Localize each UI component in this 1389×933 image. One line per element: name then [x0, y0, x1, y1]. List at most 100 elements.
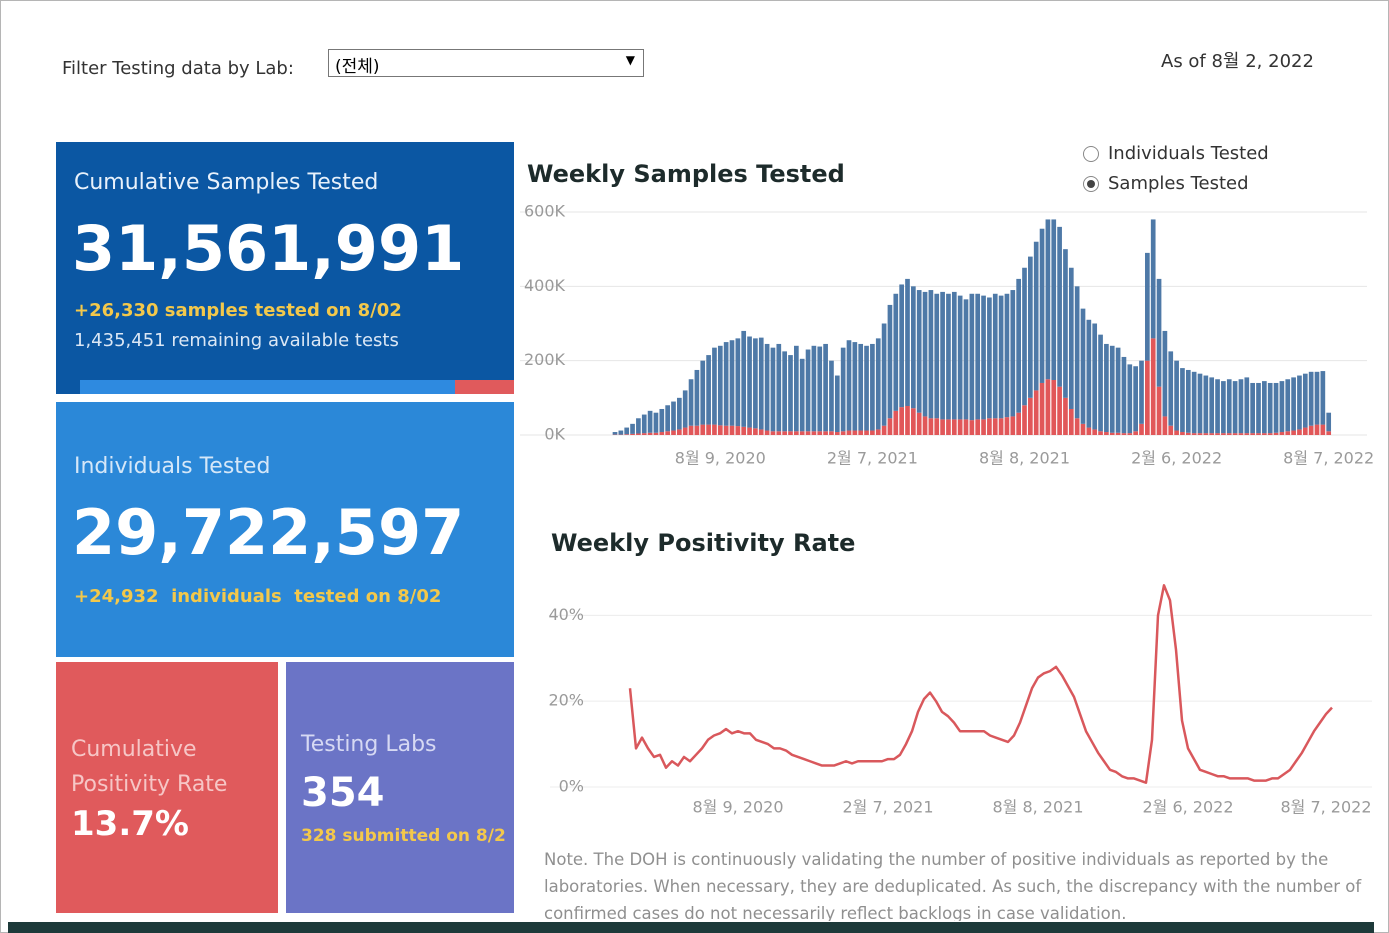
bar-segment	[1226, 379, 1232, 434]
bar-segment	[741, 330, 747, 427]
labs-tile: Testing Labs 354 328 submitted on 8/2	[286, 662, 514, 913]
radio-button[interactable]	[1083, 176, 1099, 192]
positivity-tile: Cumulative Positivity Rate 13.7%	[56, 662, 278, 913]
bar-segment	[636, 433, 641, 435]
tile-note: 1,435,451 remaining available tests	[74, 330, 399, 351]
bar-segment	[1244, 377, 1250, 434]
bar-segment	[1232, 433, 1238, 435]
bar-segment	[1033, 390, 1039, 435]
bar-segment	[951, 291, 957, 420]
bar-segment	[1109, 432, 1115, 435]
bar-segment	[1174, 360, 1179, 431]
bar-segment	[1115, 432, 1121, 435]
bar-segment	[893, 410, 899, 435]
bar-segment	[992, 293, 998, 419]
bar-segment	[770, 347, 776, 432]
bar-segment	[1033, 241, 1039, 391]
chart-title: Weekly Samples Tested	[527, 160, 845, 188]
bar-segment	[1326, 431, 1332, 435]
bar-segment	[1191, 433, 1197, 435]
x-tick-label: 8월 8, 2021	[979, 449, 1070, 468]
bar-segment	[987, 418, 992, 435]
bar-segment	[1098, 431, 1103, 435]
bar-segment	[887, 418, 893, 435]
bar-segment	[992, 418, 998, 435]
tile-value: 354	[301, 770, 385, 816]
bar-segment	[1197, 373, 1203, 434]
bar-segment	[1039, 382, 1045, 435]
bar-segment	[1174, 430, 1179, 435]
bar-segment	[998, 418, 1004, 435]
bar-segment	[1215, 379, 1220, 434]
bar-segment	[905, 406, 910, 435]
radio-label[interactable]: Individuals Tested	[1108, 143, 1269, 164]
bar-segment	[712, 347, 717, 425]
bar-segment	[1127, 364, 1133, 434]
bottom-bar	[8, 922, 1374, 933]
bar-segment	[636, 418, 641, 434]
bar-segment	[1139, 360, 1144, 424]
bar-segment	[1098, 334, 1103, 432]
bar-segment	[799, 358, 805, 432]
tile-title: Individuals Tested	[74, 454, 271, 479]
bar-segment	[1297, 429, 1302, 435]
bar-segment	[799, 431, 805, 435]
bar-segment	[852, 430, 858, 435]
y-tick-label: 0K	[544, 425, 565, 444]
bar-segment	[1250, 382, 1255, 434]
bar-segment	[1133, 431, 1138, 435]
progress-remaining	[455, 380, 514, 394]
bar-segment	[753, 338, 758, 429]
bar-segment	[981, 419, 986, 435]
bar-segment	[1209, 433, 1215, 435]
bar-segment	[1314, 371, 1320, 425]
lab-dropdown[interactable]: (전체) ▼	[328, 49, 644, 77]
bar-segment	[975, 293, 981, 420]
bar-segment	[805, 431, 811, 435]
radio-label[interactable]: Samples Tested	[1108, 173, 1249, 194]
bar-segment	[1197, 433, 1203, 435]
bar-segment	[899, 407, 904, 435]
bar-segment	[1285, 379, 1291, 432]
bar-segment	[1028, 256, 1033, 398]
y-tick-label: 200K	[524, 350, 566, 369]
radio-button[interactable]	[1083, 146, 1099, 162]
x-tick-label: 2월 6, 2022	[1131, 449, 1222, 468]
bar-segment	[905, 278, 910, 407]
bar-segment	[1086, 427, 1092, 435]
bar-segment	[688, 379, 694, 426]
bar-segment	[1004, 417, 1010, 435]
tile-note: +26,330 samples tested on 8/02	[74, 300, 402, 321]
bar-segment	[881, 323, 887, 426]
bar-segment	[665, 405, 670, 432]
bar-segment	[870, 430, 875, 435]
bar-segment	[1109, 345, 1115, 433]
bar-segment	[1145, 360, 1150, 435]
bar-segment	[940, 291, 945, 420]
bar-segment	[922, 416, 928, 435]
bar-segment	[1004, 293, 1010, 418]
bar-segment	[1016, 278, 1021, 413]
x-tick-label: 8월 7, 2022	[1283, 449, 1374, 468]
bar-segment	[1156, 278, 1162, 387]
bar-segment	[630, 433, 635, 435]
bar-segment	[1162, 416, 1168, 435]
bar-segment	[729, 425, 735, 435]
x-tick-label: 2월 6, 2022	[1142, 798, 1233, 817]
bar-segment	[1080, 308, 1086, 424]
bar-segment	[1139, 423, 1144, 435]
bar-segment	[957, 419, 963, 435]
bar-segment	[1185, 369, 1191, 433]
bar-segment	[934, 418, 940, 435]
x-tick-label: 2월 7, 2021	[827, 449, 918, 468]
bar-segment	[782, 431, 787, 435]
bar-segment	[1314, 424, 1320, 435]
bar-segment	[671, 401, 676, 431]
bar-segment	[823, 343, 828, 432]
bar-segment	[1203, 375, 1209, 434]
bar-segment	[1279, 381, 1285, 433]
x-tick-label: 8월 9, 2020	[675, 449, 766, 468]
bar-segment	[1191, 371, 1197, 434]
